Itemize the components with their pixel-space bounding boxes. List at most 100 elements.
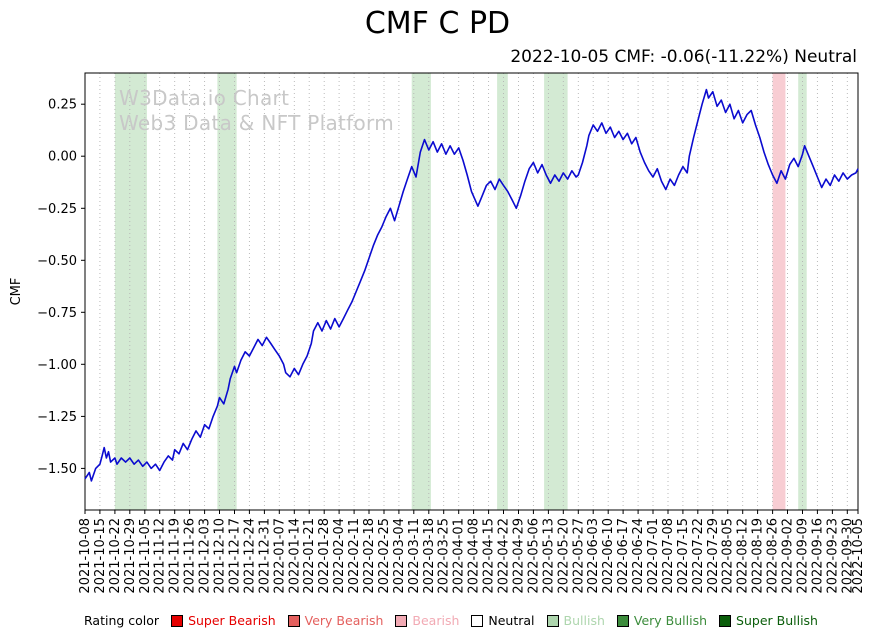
bearish-swatch <box>395 614 408 627</box>
x-tick-label: 2022-08-26 <box>766 518 781 594</box>
x-tick-label: 2021-10-22 <box>108 518 123 594</box>
watermark: W3Data.io Chart Web3 Data & NFT Platform <box>119 86 394 136</box>
bullish-swatch <box>546 614 559 627</box>
x-tick-label: 2022-06-03 <box>586 518 601 594</box>
x-tick-label: 2021-10-08 <box>78 518 93 594</box>
watermark-line1: W3Data.io Chart <box>119 86 290 110</box>
x-tick-label: 2022-08-19 <box>751 518 766 594</box>
neutral-swatch <box>471 614 484 627</box>
legend-item-bullish: Bullish <box>546 613 605 628</box>
x-tick-label: 2022-06-17 <box>616 518 631 594</box>
x-tick-label: 2022-07-29 <box>706 518 721 594</box>
plot-border <box>84 72 859 511</box>
y-axis-label: CMF <box>9 278 24 306</box>
rating-band-bearish <box>772 73 786 510</box>
legend-label-bearish: Bearish <box>412 613 460 628</box>
x-tick-label: 2021-12-24 <box>242 518 257 594</box>
y-tick-label: −0.50 <box>37 254 77 269</box>
legend-title: Rating color <box>84 613 160 628</box>
x-tick-label: 2022-04-08 <box>467 518 482 594</box>
legend-item-very-bearish: Very Bearish <box>287 613 384 628</box>
x-tick-label: 2022-04-29 <box>512 518 527 594</box>
legend-label-bullish: Bullish <box>563 613 605 628</box>
x-tick-label: 2022-04-22 <box>497 518 512 594</box>
x-tick-label: 2022-05-20 <box>556 518 571 594</box>
x-tick-label: 2022-04-15 <box>482 518 497 594</box>
x-tick-label: 2022-06-24 <box>631 518 646 594</box>
x-tick-label: 2022-09-02 <box>781 518 796 594</box>
x-tick-label: 2022-02-11 <box>347 518 362 594</box>
legend-item-super-bullish: Super Bullish <box>719 613 818 628</box>
rating-band-bullish <box>497 73 508 510</box>
x-tick-label: 2022-09-30 <box>840 518 855 594</box>
rating-legend: Rating color Super Bearish Very Bearish … <box>84 613 818 628</box>
legend-label-super-bearish: Super Bearish <box>188 613 276 628</box>
x-tick-label: 2022-01-07 <box>272 518 287 594</box>
x-tick-label: 2022-01-14 <box>287 518 302 594</box>
x-tick-label: 2022-01-21 <box>302 518 317 594</box>
x-tick-label: 2022-03-04 <box>392 518 407 594</box>
x-tick-label: 2021-12-17 <box>228 518 243 594</box>
legend-label-very-bullish: Very Bullish <box>633 613 708 628</box>
y-tick-label: −1.25 <box>37 410 77 425</box>
x-tick-label: 2021-12-10 <box>213 518 228 594</box>
x-tick-label: 2021-12-31 <box>257 518 272 594</box>
x-tick-label: 2021-12-03 <box>198 518 213 594</box>
x-tick-label: 2021-11-05 <box>138 518 153 594</box>
legend-item-very-bullish: Very Bullish <box>616 613 708 628</box>
x-tick-label: 2022-04-01 <box>452 518 467 594</box>
y-tick-label: −0.25 <box>37 202 77 217</box>
very-bullish-swatch <box>616 614 629 627</box>
watermark-line2: Web3 Data & NFT Platform <box>119 111 394 135</box>
super-bullish-swatch <box>719 614 732 627</box>
x-tick-label: 2022-05-27 <box>571 518 586 594</box>
x-tick-label: 2022-09-09 <box>796 518 811 594</box>
super-bearish-swatch <box>171 614 184 627</box>
x-tick-label: 2021-11-19 <box>168 518 183 594</box>
x-tick-label: 2022-09-23 <box>825 518 840 594</box>
rating-band-bullish <box>544 73 568 510</box>
x-tick-label: 2022-03-11 <box>407 518 422 594</box>
x-tick-label: 2022-02-25 <box>377 518 392 594</box>
cmf-line <box>84 88 859 482</box>
x-tick-label: 2021-11-26 <box>183 518 198 594</box>
rating-band-bullish <box>114 73 147 510</box>
x-tick-label: 2022-05-06 <box>526 518 541 594</box>
legend-label-super-bullish: Super Bullish <box>736 613 818 628</box>
very-bearish-swatch <box>287 614 300 627</box>
y-tick-label: −1.50 <box>37 462 77 477</box>
x-tick-label: 2022-07-22 <box>691 518 706 594</box>
x-tick-label: 2022-07-01 <box>646 518 661 594</box>
x-tick-label: 2022-06-10 <box>601 518 616 594</box>
x-tick-label: 2021-10-15 <box>93 518 108 594</box>
chart-subtitle: 2022-10-05 CMF: -0.06(-11.22%) Neutral <box>510 47 857 67</box>
y-tick-label: 0.00 <box>48 150 77 165</box>
x-tick-label: 2022-07-08 <box>661 518 676 594</box>
y-tick-label: 0.25 <box>48 98 77 113</box>
legend-label-very-bearish: Very Bearish <box>304 613 384 628</box>
x-tick-label: 2022-02-18 <box>362 518 377 594</box>
x-tick-label: 2022-08-05 <box>721 518 736 594</box>
rating-band-bullish <box>411 73 431 510</box>
chart-title: CMF C PD <box>364 6 511 41</box>
x-tick-label: 2022-03-18 <box>422 518 437 594</box>
legend-item-super-bearish: Super Bearish <box>171 613 276 628</box>
x-tick-label: 2021-10-29 <box>123 518 138 594</box>
x-tick-label: 2021-11-12 <box>153 518 168 594</box>
x-tick-label: 2022-01-28 <box>317 518 332 594</box>
x-tick-label: 2022-05-13 <box>541 518 556 594</box>
y-tick-label: −0.75 <box>37 306 77 321</box>
x-tick-label: 2022-09-16 <box>810 518 825 594</box>
x-tick-label: 2022-10-05 <box>851 518 866 594</box>
x-tick-label: 2022-07-15 <box>676 518 691 594</box>
x-tick-label: 2022-08-12 <box>736 518 751 594</box>
y-tick-label: −1.00 <box>37 358 77 373</box>
x-tick-label: 2022-03-25 <box>437 518 452 594</box>
legend-label-neutral: Neutral <box>488 613 535 628</box>
legend-item-neutral: Neutral <box>471 613 535 628</box>
legend-item-bearish: Bearish <box>395 613 459 628</box>
x-tick-label: 2022-02-04 <box>332 518 347 594</box>
rating-band-bullish <box>798 73 807 510</box>
rating-band-bullish <box>217 73 237 510</box>
